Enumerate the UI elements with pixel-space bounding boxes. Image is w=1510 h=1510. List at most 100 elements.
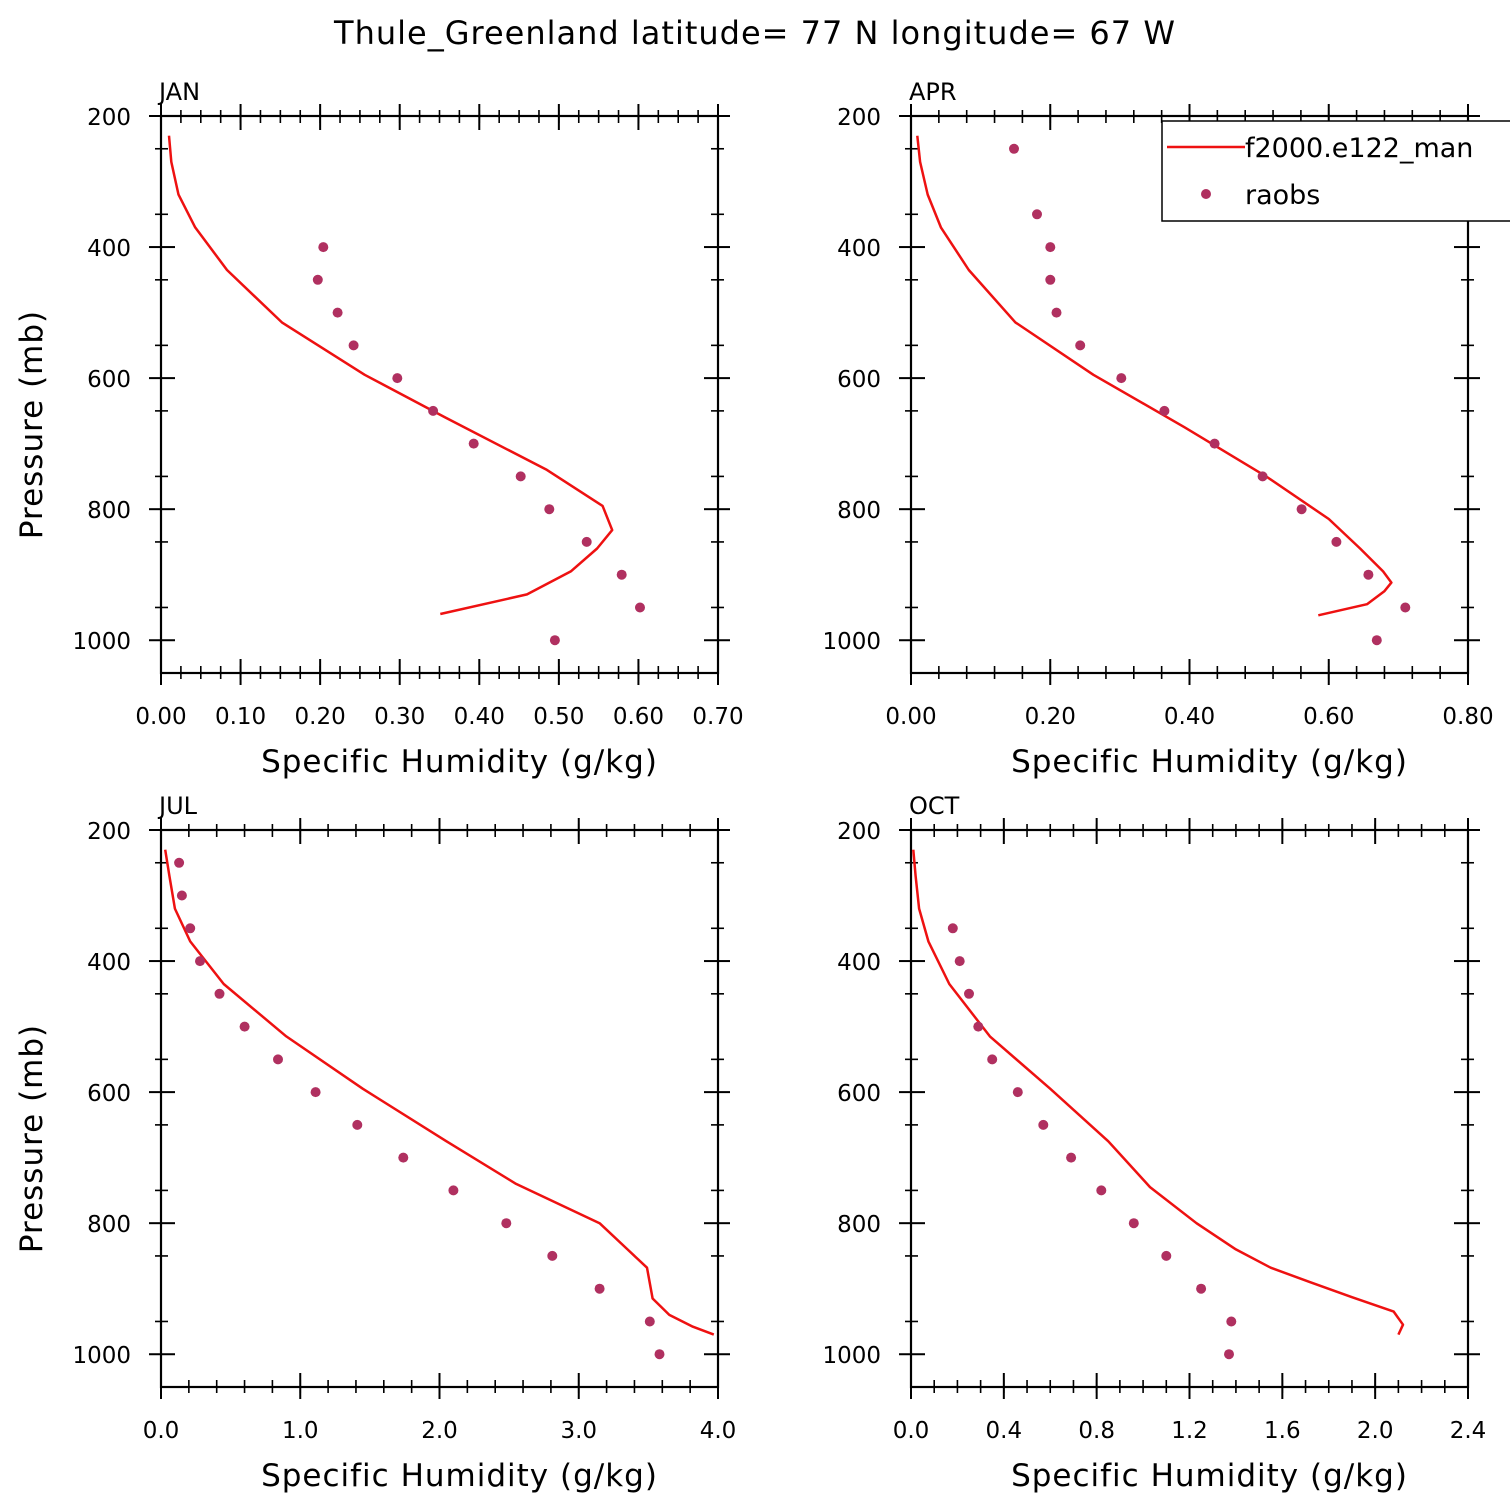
oct-obs-point (1038, 1119, 1049, 1130)
oct-panel-label: OCT (909, 792, 960, 820)
jan-axes-frame (159, 114, 720, 675)
jan-obs-point (332, 307, 343, 318)
apr-x-tick-label: 0.40 (1164, 704, 1215, 730)
jul-y-tick-label: 400 (87, 950, 131, 976)
jan-y-axis-label: Pressure (mb) (14, 310, 50, 539)
oct-x-tick-label: 1.2 (1171, 1418, 1208, 1444)
jul-obs-point (644, 1316, 655, 1327)
jul-obs-point (239, 1021, 250, 1032)
jul-y-tick-label: 600 (87, 1081, 131, 1107)
jul-x-tick-label: 2.0 (421, 1418, 458, 1444)
oct-y-tick-label: 400 (837, 950, 881, 976)
jan-model-line (167, 135, 614, 616)
jan-obs-point (312, 274, 323, 285)
jan-obs-point (318, 242, 329, 253)
jul-x-tick-label: 4.0 (700, 1418, 737, 1444)
jul-obs-point (654, 1349, 665, 1360)
apr-obs-point (1331, 536, 1342, 547)
panel-oct: OCT 0.0 0.4 0.8 1.2 1.6 2.0 2.4 200 400 600 800 1000… (822, 792, 1486, 1494)
jan-y-tick-label: 600 (87, 367, 131, 393)
oct-y-tick-label: 800 (837, 1212, 881, 1238)
apr-obs-point (1032, 209, 1042, 220)
jan-x-tick-label: 0.20 (295, 704, 346, 730)
jul-model-line (163, 849, 715, 1336)
jul-y-tick-label: 800 (87, 1212, 131, 1238)
oct-obs-point (964, 988, 974, 999)
apr-y-tick-label: 1000 (822, 629, 881, 655)
jul-obs-point (310, 1087, 321, 1098)
legend-obs-dot-sample (1201, 189, 1211, 199)
legend: f2000.e122_man raobs (1161, 120, 1510, 222)
apr-y-tick-label: 800 (837, 498, 881, 524)
jul-obs-point (214, 988, 225, 999)
jul-x-tick-label: 1.0 (282, 1418, 319, 1444)
jan-obs-point (428, 405, 439, 416)
apr-obs-point (1116, 373, 1127, 384)
jul-panel-label: JUL (157, 792, 198, 820)
oct-x-tick-label: 0.8 (1078, 1418, 1115, 1444)
jul-obs-point (176, 890, 187, 901)
jan-x-tick-label: 0.60 (613, 704, 664, 730)
jul-y-tick-label: 1000 (72, 1343, 131, 1369)
oct-obs-point (1012, 1087, 1023, 1098)
jul-obs-point (195, 956, 205, 967)
oct-x-axis-label: Specific Humidity (g/kg) (1011, 1458, 1408, 1494)
apr-obs-point (1045, 242, 1056, 253)
legend-box (1161, 120, 1510, 222)
oct-obs-point (1196, 1283, 1207, 1294)
oct-obs-point (1066, 1152, 1077, 1163)
apr-x-tick-label: 0.60 (1303, 704, 1354, 730)
jul-obs-point (547, 1250, 558, 1261)
oct-x-tick-label: 1.6 (1264, 1418, 1301, 1444)
apr-obs-point (1051, 307, 1062, 318)
jan-obs-point (544, 504, 555, 515)
jan-obs-point (468, 438, 479, 449)
jan-y-tick-label: 800 (87, 498, 131, 524)
apr-x-axis-label: Specific Humidity (g/kg) (1011, 744, 1408, 780)
oct-obs-point (1096, 1185, 1107, 1196)
apr-y-tick-label: 400 (837, 236, 881, 262)
oct-model-line (912, 849, 1405, 1336)
oct-obs-point (1128, 1218, 1139, 1229)
jul-obs-point (185, 923, 196, 934)
jul-x-tick-label: 3.0 (560, 1418, 597, 1444)
jan-x-axis-label: Specific Humidity (g/kg) (261, 744, 658, 780)
panel-jul: JUL 0.0 1.0 2.0 3.0 4.0 200 400 600 800 1000 Specif… (14, 792, 736, 1494)
jul-y-tick-label: 200 (87, 819, 131, 845)
jul-y-axis-label: Pressure (mb) (14, 1024, 50, 1253)
oct-obs-point (1161, 1250, 1172, 1261)
legend-model-label: f2000.e122_man (1245, 133, 1473, 164)
jan-obs-point (635, 602, 645, 613)
jul-obs-point (352, 1119, 363, 1130)
jan-x-tick-label: 0.30 (374, 704, 425, 730)
oct-obs-point (1226, 1316, 1237, 1327)
jan-y-tick-label: 200 (87, 105, 131, 131)
jan-x-tick-label: 0.00 (135, 704, 186, 730)
oct-obs-point (973, 1021, 984, 1032)
oct-obs-point (954, 956, 965, 967)
apr-obs-point (1075, 340, 1086, 351)
apr-panel-label: APR (909, 78, 957, 106)
apr-obs-point (1400, 602, 1411, 613)
panel-apr: APR 0.00 0.20 0.40 0.60 0.80 200 400 600 800 1000 S… (822, 78, 1493, 780)
oct-x-tick-label: 2.4 (1450, 1418, 1487, 1444)
oct-y-tick-label: 200 (837, 819, 881, 845)
oct-obs-point (1224, 1349, 1234, 1360)
apr-x-tick-label: 0.00 (885, 704, 936, 730)
apr-obs-point (1009, 143, 1019, 154)
apr-obs-point (1296, 504, 1307, 515)
oct-x-tick-label: 0.0 (893, 1418, 930, 1444)
panels: JAN 0.00 0.10 0.20 0.30 0.40 0.50 0.60 0.70 200 40… (14, 78, 1494, 1494)
apr-y-tick-label: 200 (837, 105, 881, 131)
oct-x-tick-label: 2.0 (1357, 1418, 1394, 1444)
apr-obs-point (1209, 438, 1220, 449)
jan-x-tick-label: 0.70 (692, 704, 743, 730)
jan-obs-point (549, 635, 560, 646)
jul-obs-point (594, 1283, 605, 1294)
apr-x-tick-label: 0.20 (1025, 704, 1076, 730)
oct-x-tick-label: 0.4 (986, 1418, 1023, 1444)
apr-x-tick-label: 0.80 (1442, 704, 1493, 730)
jul-obs-point (501, 1218, 512, 1229)
oct-axes-frame (909, 828, 1470, 1389)
jan-obs-point (515, 471, 526, 482)
